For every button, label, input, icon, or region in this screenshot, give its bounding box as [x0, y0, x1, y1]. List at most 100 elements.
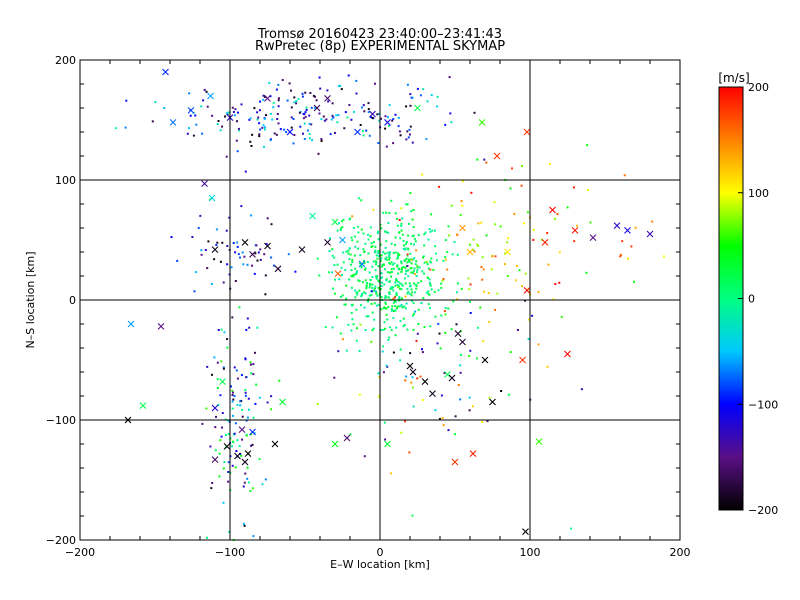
scatter-point	[415, 260, 418, 263]
scatter-point	[333, 256, 336, 259]
scatter-point	[216, 387, 219, 389]
scatter-point	[261, 126, 264, 129]
scatter-point	[324, 326, 327, 329]
scatter-point	[393, 309, 395, 312]
scatter-point	[365, 315, 368, 318]
scatter-point	[400, 207, 403, 210]
scatter-point	[400, 262, 403, 265]
scatter-point	[379, 259, 382, 262]
scatter-cross	[169, 119, 177, 126]
scatter-point	[240, 103, 243, 106]
scatter-crosses	[124, 68, 654, 535]
scatter-point	[366, 261, 369, 264]
scatter-point	[357, 279, 360, 282]
x-tick-label: 200	[670, 546, 691, 559]
scatter-point	[488, 396, 491, 399]
scatter-point	[444, 331, 447, 334]
scatter-point	[332, 287, 335, 290]
scatter-point	[222, 501, 225, 504]
scatter-cross	[331, 440, 339, 448]
scatter-point	[360, 228, 363, 231]
scatter-cross	[309, 212, 316, 220]
scatter-point	[290, 89, 292, 92]
scatter-point	[404, 247, 407, 250]
scatter-point	[251, 133, 254, 136]
scatter-point	[295, 102, 298, 105]
scatter-point	[405, 138, 408, 141]
scatter-point	[547, 263, 550, 266]
scatter-point	[238, 445, 241, 448]
scatter-point	[398, 305, 401, 308]
scatter-point	[394, 305, 397, 308]
scatter-point	[301, 92, 304, 95]
scatter-point	[206, 267, 209, 270]
scatter-point	[476, 158, 479, 161]
scatter-point	[388, 104, 391, 107]
scatter-point	[479, 306, 482, 309]
scatter-point	[357, 231, 360, 234]
scatter-point	[256, 118, 259, 121]
scatter-point	[396, 305, 399, 308]
scatter-point	[264, 478, 267, 481]
scatter-point	[423, 272, 425, 275]
scatter-point	[239, 256, 241, 259]
scatter-point	[400, 260, 403, 263]
scatter-point	[249, 490, 252, 492]
scatter-point	[471, 405, 474, 408]
scatter-point	[419, 94, 422, 97]
scatter-point	[242, 263, 245, 266]
scatter-point	[214, 426, 217, 429]
scatter-point	[570, 527, 573, 530]
scatter-point	[384, 127, 387, 130]
scatter-point	[262, 94, 265, 97]
scatter-cross	[298, 246, 306, 253]
scatter-point	[339, 229, 342, 232]
scatter-point	[363, 262, 366, 265]
scatter-point	[258, 122, 261, 125]
scatter-point	[241, 251, 244, 254]
scatter-point	[387, 306, 390, 309]
scatter-point	[449, 112, 452, 115]
scatter-point	[356, 293, 359, 296]
scatter-point	[410, 294, 413, 297]
scatter-point	[204, 249, 207, 251]
scatter-point	[200, 249, 203, 252]
scatter-point	[388, 292, 391, 295]
scatter-point	[163, 107, 166, 110]
scatter-point	[373, 302, 376, 305]
scatter-point	[429, 283, 432, 286]
scatter-point	[560, 315, 563, 318]
scatter-point	[236, 241, 239, 244]
scatter-cross	[339, 236, 346, 244]
scatter-point	[257, 116, 260, 119]
scatter-point	[414, 240, 417, 243]
scatter-point	[384, 438, 387, 441]
scatter-point	[390, 275, 392, 278]
scatter-point	[411, 291, 414, 294]
scatter-point	[394, 243, 397, 246]
scatter-point	[365, 287, 368, 290]
scatter-point	[304, 115, 307, 118]
scatter-point	[231, 106, 234, 109]
chart-subtitle: RwPretec (8p) EXPERIMENTAL SKYMAP	[254, 39, 506, 54]
scatter-point	[349, 433, 352, 436]
scatter-point	[348, 247, 351, 250]
scatter-point	[392, 142, 395, 145]
scatter-point	[218, 452, 221, 455]
scatter-point	[369, 235, 372, 238]
scatter-point	[342, 218, 345, 221]
scatter-point	[367, 315, 370, 318]
scatter-point	[488, 320, 491, 323]
scatter-point	[444, 258, 447, 261]
scatter-point	[251, 487, 254, 490]
scatter-cross	[613, 222, 621, 229]
scatter-point	[411, 299, 413, 302]
scatter-point	[411, 514, 414, 517]
scatter-point	[248, 118, 251, 121]
scatter-point	[240, 205, 243, 208]
scatter-point	[308, 133, 311, 136]
scatter-point	[226, 112, 229, 115]
scatter-point	[382, 345, 385, 348]
scatter-point	[444, 256, 447, 259]
scatter-point	[387, 296, 390, 299]
